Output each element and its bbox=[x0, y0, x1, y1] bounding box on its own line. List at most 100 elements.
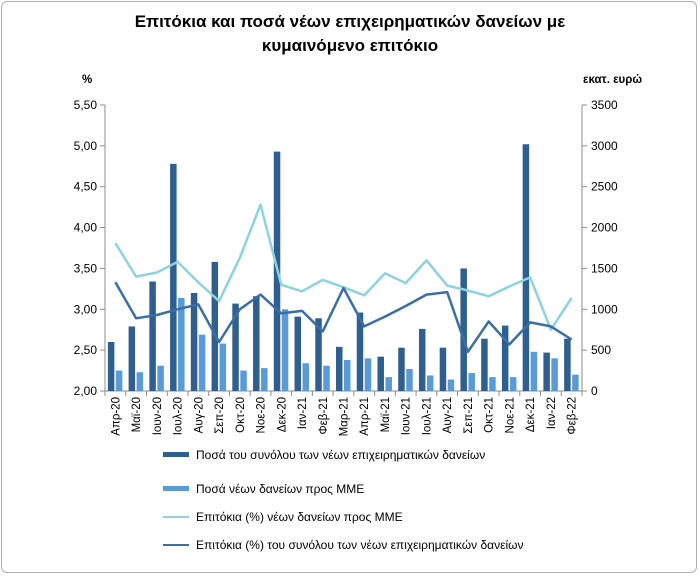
left-tick-label: 4,00 bbox=[74, 221, 98, 235]
x-category-label: Μαρ-21 bbox=[339, 397, 351, 436]
bar-total-amount bbox=[501, 325, 509, 391]
bar-sme-amount bbox=[447, 379, 455, 391]
bar-sme-amount bbox=[509, 377, 517, 391]
right-tick-label: 500 bbox=[591, 343, 611, 357]
bar-sme-amount bbox=[136, 372, 144, 391]
x-category-label: Φεβ-21 bbox=[318, 397, 330, 435]
legend-label-sme-rate: Επιτόκια (%) νέων δανείων προς ΜΜΕ bbox=[196, 510, 403, 524]
x-category-label: Σεπ-21 bbox=[463, 397, 475, 434]
x-category-label: Νοε-20 bbox=[256, 397, 268, 433]
bar-sme-amount bbox=[240, 370, 247, 391]
bar-total-amount bbox=[128, 326, 136, 391]
left-tick-label: 5,00 bbox=[74, 139, 98, 153]
legend-label-sme-amount: Ποσά νέων δανείων προς ΜΜΕ bbox=[196, 482, 365, 496]
x-category-label: Δεκ-20 bbox=[276, 397, 288, 432]
x-category-label: Αυγ-20 bbox=[193, 397, 205, 433]
bar-sme-amount bbox=[198, 334, 206, 391]
bar-total-amount bbox=[190, 292, 198, 391]
bar-sme-amount bbox=[489, 377, 496, 391]
left-axis-unit: % bbox=[82, 74, 93, 86]
bar-sme-amount bbox=[302, 363, 310, 391]
right-axis-unit: εκατ. ευρώ bbox=[583, 74, 643, 86]
right-tick-label: 2000 bbox=[591, 221, 618, 235]
bar-sme-amount bbox=[115, 370, 123, 391]
bar-total-amount bbox=[439, 347, 447, 391]
right-tick-label: 3000 bbox=[591, 139, 618, 153]
right-tick-label: 2500 bbox=[591, 180, 618, 194]
x-category-label: Σεπ-20 bbox=[214, 397, 226, 434]
x-category-label: Φεβ-22 bbox=[567, 397, 579, 435]
x-category-label: Μαϊ-21 bbox=[380, 397, 392, 432]
x-category-label: Απρ-20 bbox=[110, 397, 122, 436]
bar-sme-amount bbox=[157, 365, 164, 391]
line-total-rate bbox=[114, 281, 573, 354]
legend-swatch-sme-rate bbox=[163, 516, 189, 518]
bar-sme-amount bbox=[530, 351, 538, 391]
bar-sme-amount bbox=[426, 375, 434, 391]
left-tick-label: 3,00 bbox=[74, 302, 98, 316]
left-tick-label: 5,50 bbox=[74, 98, 98, 112]
bar-total-amount bbox=[294, 316, 302, 391]
right-tick-label: 3500 bbox=[591, 98, 618, 112]
chart-title-line2: κυμαινόμενο επιτόκιο bbox=[261, 36, 439, 55]
x-category-label: Ιουλ-21 bbox=[421, 397, 433, 435]
x-category-label: Μαϊ-20 bbox=[131, 397, 143, 432]
x-category-label: Ιαν-21 bbox=[297, 397, 309, 429]
x-category-label: Απρ-21 bbox=[359, 397, 371, 436]
x-category-label: Νοε-21 bbox=[504, 397, 516, 433]
bar-sme-amount bbox=[219, 343, 227, 391]
bar-sme-amount bbox=[385, 377, 392, 391]
left-tick-label: 2,50 bbox=[74, 343, 98, 357]
bar-total-amount bbox=[522, 144, 530, 391]
bar-total-amount bbox=[315, 318, 322, 391]
chart-title-line1: Επιτόκια και ποσά νέων επιχειρηματικών δ… bbox=[134, 12, 566, 31]
legend-label-total-rate: Επιτόκια (%) του συνόλου των νέων επιχει… bbox=[196, 538, 524, 552]
legend-swatch-total-amount bbox=[163, 452, 189, 457]
bar-total-amount bbox=[211, 261, 219, 391]
bar-total-amount bbox=[356, 312, 364, 391]
x-category-label: Αυγ-21 bbox=[442, 397, 454, 433]
legend-swatch-sme-amount bbox=[163, 486, 189, 491]
bar-sme-amount bbox=[344, 359, 351, 391]
bar-total-amount bbox=[377, 356, 384, 391]
bar-total-amount bbox=[418, 328, 426, 391]
bar-total-amount bbox=[336, 346, 343, 391]
bar-total-amount bbox=[170, 163, 177, 391]
x-category-label: Ιουν-21 bbox=[401, 397, 413, 435]
x-category-label: Ιουλ-20 bbox=[173, 397, 185, 435]
x-category-label: Οκτ-21 bbox=[484, 397, 496, 433]
bar-total-amount bbox=[398, 347, 405, 391]
bar-total-amount bbox=[107, 341, 115, 391]
legend-swatch-total-rate bbox=[163, 544, 189, 546]
left-tick-label: 2,00 bbox=[74, 384, 98, 398]
bar-sme-amount bbox=[281, 309, 289, 391]
bar-total-amount bbox=[232, 303, 239, 391]
bar-total-amount bbox=[253, 296, 260, 391]
x-category-label: Ιουν-20 bbox=[152, 397, 164, 435]
bar-total-amount bbox=[149, 281, 156, 391]
left-tick-label: 4,50 bbox=[74, 180, 98, 194]
chart-title: Επιτόκια και ποσά νέων επιχειρηματικών δ… bbox=[40, 10, 660, 58]
bar-total-amount bbox=[543, 352, 550, 391]
bar-total-amount bbox=[564, 338, 571, 391]
bar-sme-amount bbox=[364, 358, 372, 391]
bar-sme-amount bbox=[572, 374, 579, 391]
x-category-label: Οκτ-20 bbox=[235, 397, 247, 433]
right-tick-label: 1500 bbox=[591, 261, 618, 275]
bar-total-amount bbox=[481, 338, 488, 391]
bar-sme-amount bbox=[406, 368, 413, 391]
left-tick-label: 3,50 bbox=[74, 261, 98, 275]
x-category-label: Ιαν-22 bbox=[546, 397, 558, 429]
x-category-label: Δεκ-21 bbox=[525, 397, 537, 432]
bar-sme-amount bbox=[468, 373, 475, 391]
right-tick-label: 1000 bbox=[591, 302, 618, 316]
bar-sme-amount bbox=[323, 365, 330, 391]
bar-sme-amount bbox=[178, 297, 185, 391]
bar-sme-amount bbox=[261, 368, 268, 391]
bar-total-amount bbox=[460, 268, 467, 391]
right-tick-label: 0 bbox=[591, 384, 598, 398]
legend-label-total-amount: Ποσά του συνόλου των νέων επιχειρηματικώ… bbox=[196, 448, 486, 462]
bar-sme-amount bbox=[551, 358, 558, 391]
